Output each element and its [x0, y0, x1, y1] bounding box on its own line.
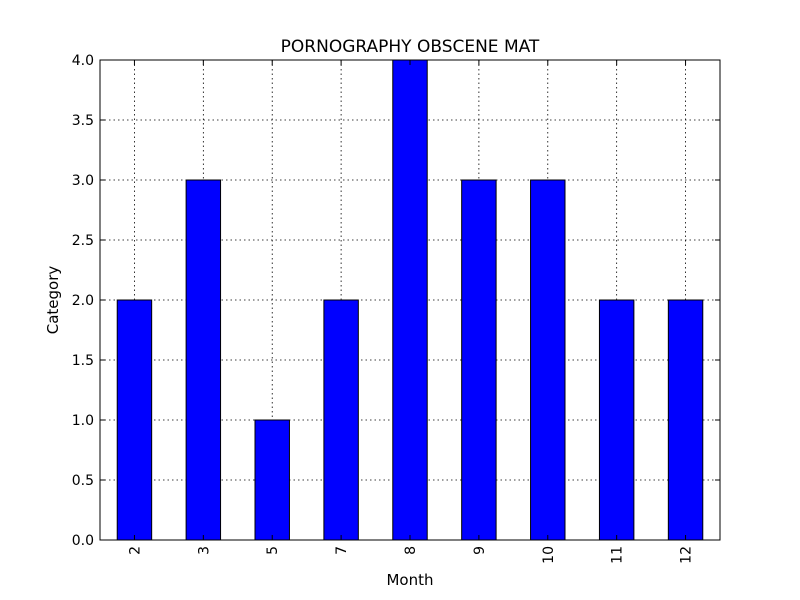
chart-title: PORNOGRAPHY OBSCENE MAT: [281, 37, 540, 57]
bar-month-3: [185, 179, 222, 541]
bar-month-8: [392, 59, 428, 541]
bar-month-5: [254, 419, 290, 541]
ticks: 0.0 0.5 1.0 1.5 2.0 2.5 3.0 3.5 4.0 2 3 5 7 8 9 10 11 12: [72, 53, 720, 564]
x-tick-label: 7: [334, 546, 350, 555]
bar-month-10: [530, 179, 566, 541]
bar-month-12: [667, 299, 704, 541]
bar-month-7: [323, 299, 359, 541]
x-tick-label: 3: [196, 546, 212, 555]
y-tick-label: 1.0: [72, 413, 94, 429]
y-tick-label: 0.5: [72, 473, 94, 489]
x-tick-label: 8: [403, 546, 419, 555]
y-tick-label: 3.0: [72, 173, 94, 189]
y-tick-label: 3.5: [72, 113, 94, 129]
x-tick-label: 11: [610, 546, 626, 564]
bar-month-2: [116, 299, 153, 541]
y-axis-label: Category: [44, 266, 62, 335]
y-tick-label: 2.0: [72, 293, 94, 309]
y-tick-label: 1.5: [72, 353, 94, 369]
y-tick-label: 4.0: [72, 53, 94, 69]
x-axis-label: Month: [386, 571, 433, 589]
y-tick-label: 2.5: [72, 233, 94, 249]
bar-month-11: [598, 299, 635, 541]
x-tick-label: 5: [265, 546, 281, 555]
x-tick-label: 10: [541, 546, 557, 564]
x-tick-label: 9: [472, 546, 488, 555]
bar-month-9: [461, 179, 497, 541]
y-tick-label: 0.0: [72, 533, 94, 549]
x-tick-label: 12: [679, 546, 695, 564]
x-tick-label: 2: [127, 546, 143, 555]
bars: [116, 59, 704, 541]
